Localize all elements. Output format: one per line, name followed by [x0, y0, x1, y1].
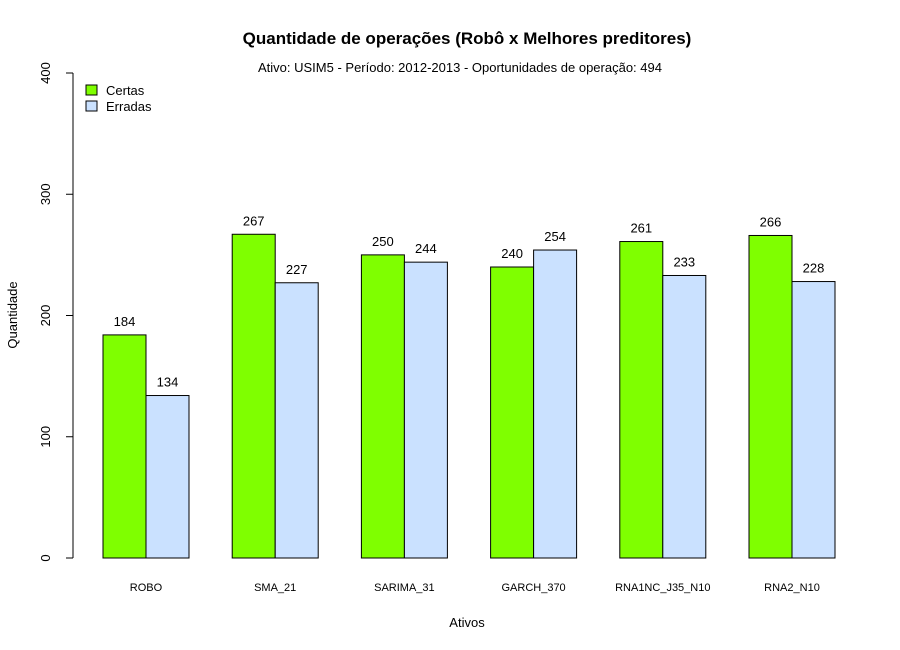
data-label: 254 — [544, 229, 566, 244]
x-tick-label: SMA_21 — [254, 582, 296, 594]
bar-erradas-rna2_n10 — [791, 281, 836, 559]
y-tick-label: 400 — [38, 62, 53, 84]
data-label: 261 — [630, 221, 652, 236]
data-label: 266 — [760, 214, 782, 229]
x-tick-label: RNA1NC_J35_N10 — [615, 582, 710, 594]
y-tick-label: 100 — [38, 426, 53, 448]
x-axis-labels: ROBO SMA_21 SARIMA_31 GARCH_370 RNA1NC_J35_N… — [130, 582, 820, 594]
data-label: 244 — [415, 241, 437, 256]
chart-title: Quantidade de operações (Robô x Melhores… — [243, 29, 692, 48]
data-label: 134 — [157, 375, 179, 390]
y-axis: 0 100 200 300 400 — [38, 62, 74, 562]
x-axis-title: Ativos — [449, 615, 485, 630]
bar-erradas-sma_21 — [274, 282, 319, 559]
y-tick-label: 0 — [38, 554, 53, 561]
data-label: 250 — [372, 234, 394, 249]
bar-certas-rna2_n10 — [748, 234, 793, 559]
bar-certas-sma_21 — [231, 233, 276, 559]
chart-subtitle: Ativo: USIM5 - Período: 2012-2013 - Opor… — [258, 60, 662, 75]
data-label: 267 — [243, 213, 265, 228]
data-label: 228 — [803, 261, 825, 276]
legend-label: Certas — [106, 83, 145, 98]
bar-erradas-sarima_31 — [403, 261, 448, 559]
x-tick-label: ROBO — [130, 582, 163, 594]
bar-certas-rna1nc_j35_n10 — [619, 241, 664, 559]
y-tick-label: 300 — [38, 183, 53, 205]
data-label: 233 — [673, 254, 695, 269]
legend-swatch — [85, 84, 98, 96]
data-label: 184 — [114, 314, 136, 329]
y-tick-label: 200 — [38, 305, 53, 327]
legend-swatch — [85, 100, 98, 112]
data-label: 240 — [501, 246, 523, 261]
data-label: 227 — [286, 262, 308, 277]
x-tick-label: RNA2_N10 — [764, 582, 820, 594]
bar-certas-robo — [102, 334, 147, 559]
bar-erradas-rna1nc_j35_n10 — [662, 274, 707, 559]
y-axis-title: Quantidade — [5, 281, 20, 348]
bars-group: 184 134 267 227 250 244 240 254 261 233 266 228 — [102, 213, 836, 559]
legend-label: Erradas — [106, 99, 152, 114]
bar-erradas-robo — [145, 395, 190, 559]
x-tick-label: SARIMA_31 — [374, 582, 435, 594]
bar-certas-garch_370 — [490, 266, 535, 559]
x-tick-label: GARCH_370 — [501, 582, 565, 594]
bar-certas-sarima_31 — [360, 254, 405, 559]
bar-erradas-garch_370 — [533, 249, 578, 559]
